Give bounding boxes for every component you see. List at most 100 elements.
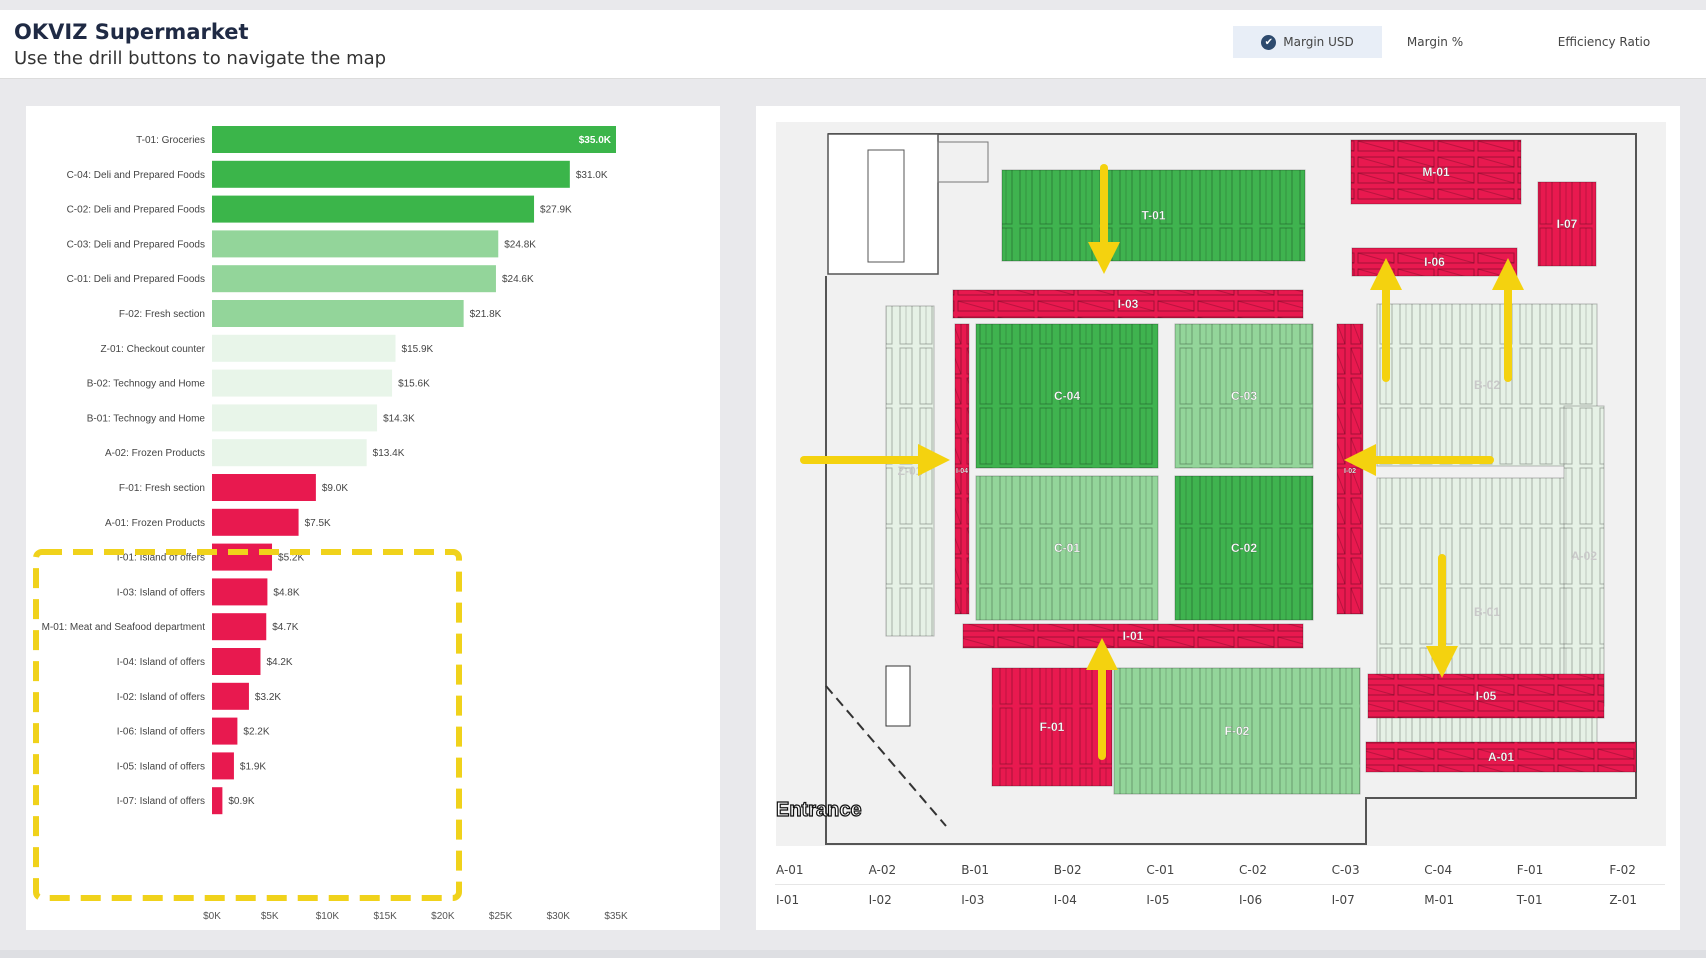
drill-button-t-01[interactable]: T-01 xyxy=(1516,893,1543,907)
map-zone-i-06[interactable]: I-06 xyxy=(1351,247,1518,277)
zone-label: C-04 xyxy=(1054,389,1080,403)
measure-label: Margin USD xyxy=(1283,35,1354,49)
category-label: C-03: Deli and Prepared Foods xyxy=(67,239,205,250)
zone-label: C-01 xyxy=(1054,541,1080,555)
drill-button-c-03[interactable]: C-03 xyxy=(1331,863,1360,877)
drill-button-f-02[interactable]: F-02 xyxy=(1609,863,1636,877)
drill-button-c-04[interactable]: C-04 xyxy=(1424,863,1453,877)
zone-label: C-02 xyxy=(1231,541,1257,555)
drill-button-i-01[interactable]: I-01 xyxy=(776,893,800,907)
bar[interactable] xyxy=(212,717,238,745)
bar[interactable] xyxy=(212,265,496,293)
zone-label: A-01 xyxy=(1488,750,1514,764)
x-tick-label: $0K xyxy=(203,911,221,922)
map-zone-f-01[interactable]: F-01 xyxy=(991,667,1113,787)
bar[interactable] xyxy=(212,752,234,780)
bar[interactable] xyxy=(212,195,535,223)
bar[interactable] xyxy=(212,578,268,606)
map-zone-i-07[interactable]: I-07 xyxy=(1537,181,1597,267)
storage-room xyxy=(937,141,989,183)
drill-button-i-06[interactable]: I-06 xyxy=(1239,893,1263,907)
drill-button-m-01[interactable]: M-01 xyxy=(1424,893,1455,907)
bar[interactable] xyxy=(212,404,378,432)
map-zone-c-02[interactable]: C-02 xyxy=(1174,475,1314,621)
zone-label: I-03 xyxy=(1118,297,1139,311)
map-zone-a-02[interactable]: A-02 xyxy=(1563,405,1605,707)
drill-button-z-01[interactable]: Z-01 xyxy=(1609,893,1637,907)
value-label: $0.9K xyxy=(228,796,254,807)
measure-button-efficiency[interactable]: Efficiency Ratio xyxy=(1530,26,1678,58)
value-label: $5.2K xyxy=(278,553,304,564)
category-label: A-01: Frozen Products xyxy=(105,518,205,529)
bar[interactable] xyxy=(212,230,499,258)
map-zone-b-02[interactable]: B-02 xyxy=(1376,303,1598,467)
restroom xyxy=(867,149,905,263)
value-label: $2.2K xyxy=(243,727,269,738)
zone-label: F-01 xyxy=(1040,720,1065,734)
category-label: I-01: Island of offers xyxy=(117,553,205,564)
measure-button-margin-usd[interactable]: ✔ Margin USD xyxy=(1233,26,1382,58)
drill-button-i-05[interactable]: I-05 xyxy=(1146,893,1170,907)
category-label: I-03: Island of offers xyxy=(117,587,205,598)
measure-button-margin-pct[interactable]: Margin % xyxy=(1382,26,1488,58)
zone-label: I-05 xyxy=(1476,689,1497,703)
bar[interactable] xyxy=(212,334,396,362)
entrance-doors xyxy=(825,685,947,827)
x-tick-label: $15K xyxy=(373,911,397,922)
category-label: C-04: Deli and Prepared Foods xyxy=(67,170,205,181)
map-zone-i-04[interactable]: I-04 xyxy=(954,323,970,615)
map-zone-c-04[interactable]: C-04 xyxy=(975,323,1159,469)
bar[interactable] xyxy=(212,648,261,675)
value-label: $4.7K xyxy=(272,622,298,633)
category-label: C-01: Deli and Prepared Foods xyxy=(67,274,205,285)
value-label: $13.4K xyxy=(373,448,405,459)
map-zone-c-01[interactable]: C-01 xyxy=(975,475,1159,621)
map-zone-z-01[interactable]: Z-01 xyxy=(885,305,935,637)
drill-button-i-07[interactable]: I-07 xyxy=(1331,893,1355,907)
drill-button-i-04[interactable]: I-04 xyxy=(1053,893,1077,907)
drill-button-i-02[interactable]: I-02 xyxy=(868,893,892,907)
map-zone-m-01[interactable]: M-01 xyxy=(1350,139,1522,205)
category-label: T-01: Groceries xyxy=(136,135,205,146)
drill-button-f-01[interactable]: F-01 xyxy=(1516,863,1544,877)
bar[interactable] xyxy=(212,682,249,710)
map-zone-i-03[interactable]: I-03 xyxy=(952,289,1304,319)
map-zone-f-02[interactable]: F-02 xyxy=(1113,667,1361,795)
category-label: C-02: Deli and Prepared Foods xyxy=(67,205,205,216)
drill-button-a-02[interactable]: A-02 xyxy=(868,863,897,877)
map-zone-i-01[interactable]: I-01 xyxy=(962,623,1304,649)
highlight-dashed-box xyxy=(33,549,462,901)
category-label: F-01: Fresh section xyxy=(119,483,205,494)
value-label: $7.5K xyxy=(305,518,331,529)
drill-button-c-01[interactable]: C-01 xyxy=(1146,863,1175,877)
bar[interactable] xyxy=(212,543,273,571)
value-label: $3.2K xyxy=(255,692,281,703)
bar[interactable] xyxy=(212,787,223,815)
drill-button-c-02[interactable]: C-02 xyxy=(1239,863,1267,877)
map-zone-i-02[interactable]: I-02 xyxy=(1336,323,1364,615)
bar[interactable] xyxy=(212,160,570,188)
bar[interactable] xyxy=(212,508,299,536)
bar[interactable] xyxy=(212,126,616,153)
bar[interactable] xyxy=(212,369,393,397)
bar[interactable] xyxy=(212,439,367,467)
category-label: I-07: Island of offers xyxy=(117,796,205,807)
bar[interactable] xyxy=(212,300,464,327)
map-zone-c-03[interactable]: C-03 xyxy=(1174,323,1314,469)
page-title: OKVIZ Supermarket xyxy=(14,20,249,44)
category-label: I-04: Island of offers xyxy=(117,657,205,668)
map-zone-t-01[interactable]: T-01 xyxy=(1001,169,1306,262)
drill-button-b-02[interactable]: B-02 xyxy=(1053,863,1082,877)
drill-button-i-03[interactable]: I-03 xyxy=(961,893,985,907)
zone-label: I-07 xyxy=(1557,217,1578,231)
bar[interactable] xyxy=(212,474,316,501)
value-label: $9.0K xyxy=(322,483,348,494)
bar[interactable] xyxy=(212,613,267,641)
map-zone-a-01[interactable]: A-01 xyxy=(1365,741,1637,773)
drill-button-a-01[interactable]: A-01 xyxy=(776,863,804,877)
drill-button-b-01[interactable]: B-01 xyxy=(961,863,990,877)
value-label: $35.0K xyxy=(579,135,612,146)
margin-bar-chart: T-01: Groceries $35.0K C-04: Deli and Prep… xyxy=(33,126,628,922)
category-label: B-01: Technogy and Home xyxy=(87,413,206,424)
map-zone-i-05[interactable]: I-05 xyxy=(1367,673,1605,719)
